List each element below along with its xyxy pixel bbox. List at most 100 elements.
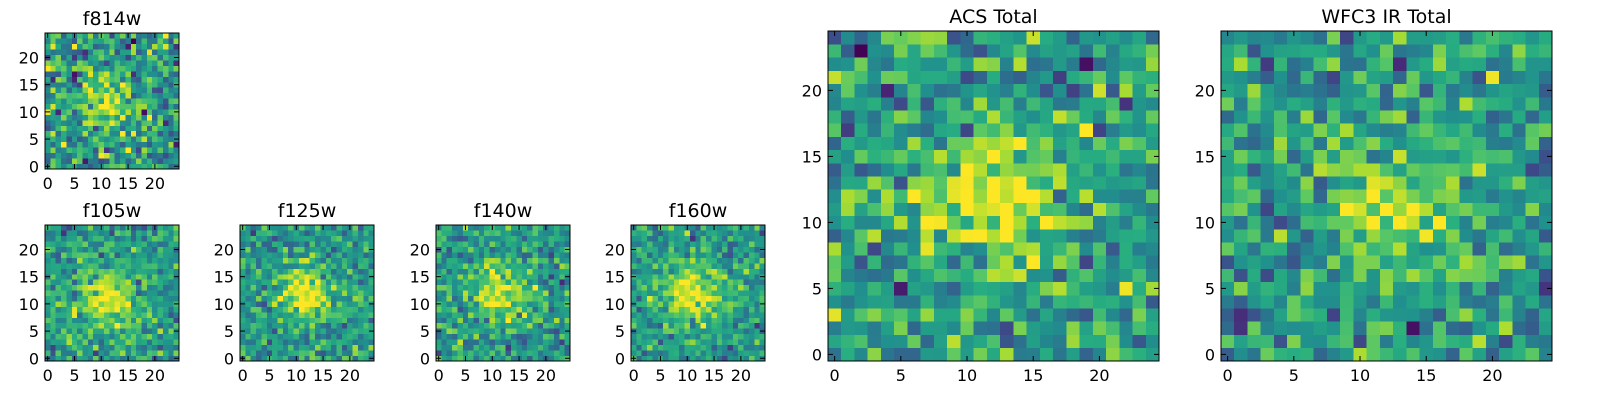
heatmap-cell (1379, 334, 1394, 349)
heatmap-cell (673, 273, 680, 280)
heatmap-cell (894, 97, 908, 111)
heatmap-cell (473, 252, 480, 258)
heatmap-cell (1013, 97, 1027, 111)
heatmap-cell (436, 284, 442, 291)
heatmap-cell (706, 295, 712, 302)
heatmap-cell (543, 252, 549, 258)
heatmap-cell (920, 334, 935, 349)
heatmap-cell (1538, 136, 1553, 151)
heatmap-cell (109, 306, 115, 313)
heatmap-cell (841, 136, 855, 151)
heatmap-cell (711, 344, 718, 351)
heatmap-cell (1313, 347, 1328, 362)
heatmap-cell (473, 235, 480, 242)
heatmap-cell (641, 333, 648, 340)
heatmap-cell (452, 301, 458, 307)
heatmap-cell (1000, 176, 1014, 190)
heatmap-cell (136, 130, 142, 137)
heatmap-cell (325, 322, 332, 329)
heatmap-cell (907, 44, 921, 58)
heatmap-cell (136, 71, 142, 77)
heatmap-cell (309, 225, 316, 231)
heatmap-cell (82, 163, 89, 170)
heatmap-cell (732, 344, 739, 351)
heatmap-cell (141, 81, 148, 88)
heatmap-cell (87, 158, 94, 164)
heatmap-cell (559, 235, 565, 242)
heatmap-cell (933, 149, 948, 164)
heatmap-cell (77, 301, 83, 307)
heatmap-cell (743, 241, 750, 248)
heatmap-cell (162, 147, 169, 153)
heatmap-cell (695, 312, 701, 318)
heatmap-cell (759, 350, 766, 356)
heatmap-cell (50, 295, 57, 302)
heatmap-cell (98, 279, 105, 286)
heatmap-cell (1393, 97, 1407, 111)
heatmap-cell (256, 257, 262, 264)
heatmap-cell (1132, 255, 1147, 269)
heatmap-cell (1300, 281, 1314, 296)
heatmap-cell (1092, 97, 1107, 111)
heatmap-cell (152, 109, 158, 115)
x-tick-label: 5 (1289, 366, 1299, 385)
heatmap-cell (1053, 57, 1067, 71)
heatmap-cell (157, 87, 164, 94)
heatmap-cell (98, 273, 105, 280)
heatmap-cell (298, 246, 305, 253)
heatmap-cell (304, 246, 310, 253)
heatmap-cell (828, 149, 842, 164)
heatmap-cell (245, 312, 252, 318)
heatmap-cell (45, 114, 51, 121)
heatmap-cell (706, 268, 712, 275)
heatmap-cell (657, 312, 664, 318)
heatmap-cell (673, 350, 680, 356)
heatmap-cell (245, 268, 252, 275)
heatmap-cell (82, 301, 89, 307)
heatmap-cell (357, 246, 364, 253)
heatmap-cell (548, 306, 555, 313)
heatmap-cell (537, 344, 544, 351)
heatmap-cell (446, 284, 453, 291)
heatmap-cell (109, 257, 115, 264)
heatmap-cell (548, 322, 555, 329)
heatmap-cell (347, 339, 353, 345)
y-tick-label: 0 (224, 349, 234, 368)
heatmap-cell (240, 252, 246, 258)
heatmap-cell (657, 230, 664, 237)
heatmap-cell (98, 81, 105, 88)
heatmap-cell (1432, 149, 1447, 164)
heatmap-cell (141, 65, 148, 72)
heatmap-cell (1538, 295, 1553, 309)
heatmap-cell (82, 257, 89, 264)
heatmap-cell (93, 339, 99, 345)
heatmap-cell (732, 268, 739, 275)
heatmap-cell (1406, 189, 1420, 203)
heatmap-cell (93, 114, 99, 121)
heatmap-cell (1472, 44, 1487, 58)
heatmap-cell (695, 328, 701, 335)
heatmap-cell (331, 290, 337, 297)
heatmap-cell (564, 268, 571, 275)
heatmap-cell (1119, 215, 1133, 230)
heatmap-cell (1432, 176, 1447, 190)
heatmap-cell (695, 306, 701, 313)
heatmap-cell (478, 284, 485, 291)
heatmap-cell (77, 312, 83, 318)
heatmap-cell (1300, 97, 1314, 111)
heatmap-cell (55, 81, 62, 88)
heatmap-cell (1379, 123, 1394, 137)
heatmap-cell (77, 163, 83, 170)
heatmap-cell (494, 225, 501, 231)
heatmap-cell (50, 268, 57, 275)
heatmap-cell (1145, 321, 1160, 335)
heatmap-cell (130, 301, 137, 307)
heatmap-cell (1366, 149, 1381, 164)
heatmap-cell (1000, 202, 1014, 217)
heatmap-cell (315, 263, 321, 269)
heatmap-cell (738, 295, 744, 302)
heatmap-cell (738, 268, 744, 275)
heatmap-cell (1406, 163, 1420, 177)
heatmap-cell (55, 263, 62, 269)
heatmap-cell (716, 306, 723, 313)
